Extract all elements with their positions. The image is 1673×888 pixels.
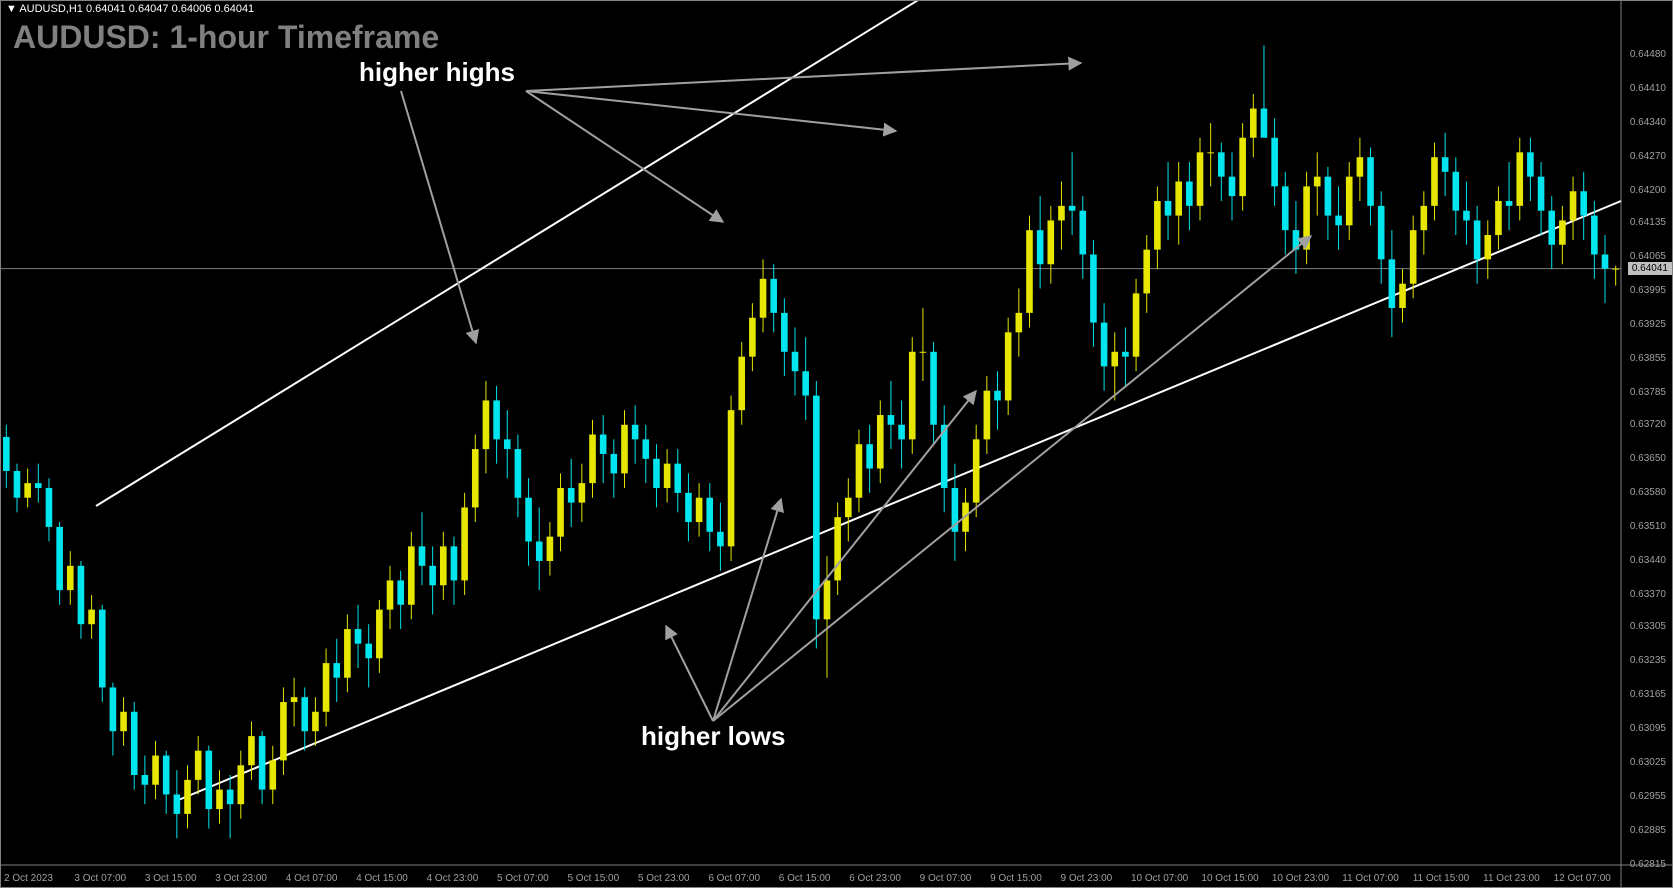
price-tick: 0.62885 — [1630, 825, 1666, 836]
price-tick: 0.63995 — [1630, 285, 1666, 296]
price-tick: 0.64340 — [1630, 117, 1666, 128]
time-tick: 10 Oct 15:00 — [1201, 873, 1258, 884]
time-tick: 11 Oct 07:00 — [1342, 873, 1399, 884]
time-tick: 5 Oct 15:00 — [567, 873, 619, 884]
price-tick: 0.63095 — [1630, 723, 1666, 734]
time-tick: 11 Oct 15:00 — [1413, 873, 1470, 884]
price-tick: 0.63305 — [1630, 621, 1666, 632]
time-tick: 5 Oct 23:00 — [638, 873, 690, 884]
current-price-label: 0.64041 — [1628, 262, 1672, 275]
price-tick: 0.63650 — [1630, 453, 1666, 464]
time-tick: 9 Oct 23:00 — [1061, 873, 1113, 884]
price-tick: 0.63720 — [1630, 419, 1666, 430]
time-tick: 4 Oct 23:00 — [427, 873, 479, 884]
time-tick: 11 Oct 23:00 — [1483, 873, 1540, 884]
price-tick: 0.64410 — [1630, 83, 1666, 94]
time-tick: 3 Oct 07:00 — [74, 873, 126, 884]
price-tick: 0.64270 — [1630, 151, 1666, 162]
time-tick: 3 Oct 15:00 — [145, 873, 197, 884]
price-tick: 0.63235 — [1630, 655, 1666, 666]
time-tick: 4 Oct 07:00 — [286, 873, 338, 884]
time-tick: 6 Oct 07:00 — [708, 873, 760, 884]
price-tick: 0.64480 — [1630, 49, 1666, 60]
price-axis: 0.64480 0.64410 0.64340 0.64270 0.64200 0.641… — [1619, 1, 1672, 888]
price-tick: 0.63370 — [1630, 589, 1666, 600]
time-tick: 6 Oct 23:00 — [849, 873, 901, 884]
chart-container: ▼ AUDUSD,H1 0.64041 0.64047 0.64006 0.64… — [0, 0, 1673, 888]
time-tick: 5 Oct 07:00 — [497, 873, 549, 884]
price-tick: 0.63785 — [1630, 387, 1666, 398]
price-chart[interactable] — [1, 1, 1673, 888]
time-tick: 9 Oct 07:00 — [920, 873, 972, 884]
time-tick: 9 Oct 15:00 — [990, 873, 1042, 884]
time-tick: 10 Oct 23:00 — [1272, 873, 1329, 884]
price-tick: 0.63025 — [1630, 757, 1666, 768]
higher-lows-label: higher lows — [641, 721, 785, 752]
price-tick: 0.63580 — [1630, 487, 1666, 498]
time-tick: 6 Oct 15:00 — [779, 873, 831, 884]
time-tick: 4 Oct 15:00 — [356, 873, 408, 884]
time-axis: 2 Oct 2023 3 Oct 07:00 3 Oct 15:00 3 Oct 23… — [1, 867, 1621, 887]
time-tick: 2 Oct 2023 — [4, 873, 53, 884]
price-tick: 0.64065 — [1630, 251, 1666, 262]
time-tick: 12 Oct 07:00 — [1554, 873, 1611, 884]
price-tick: 0.63855 — [1630, 353, 1666, 364]
time-tick: 3 Oct 23:00 — [215, 873, 267, 884]
time-tick: 10 Oct 07:00 — [1131, 873, 1188, 884]
price-tick: 0.63510 — [1630, 521, 1666, 532]
price-tick: 0.62955 — [1630, 791, 1666, 802]
higher-highs-label: higher highs — [359, 57, 515, 88]
price-tick: 0.64135 — [1630, 217, 1666, 228]
price-tick: 0.62815 — [1630, 859, 1666, 870]
price-tick: 0.64200 — [1630, 185, 1666, 196]
price-tick: 0.63925 — [1630, 319, 1666, 330]
price-tick: 0.63165 — [1630, 689, 1666, 700]
price-tick: 0.63440 — [1630, 555, 1666, 566]
